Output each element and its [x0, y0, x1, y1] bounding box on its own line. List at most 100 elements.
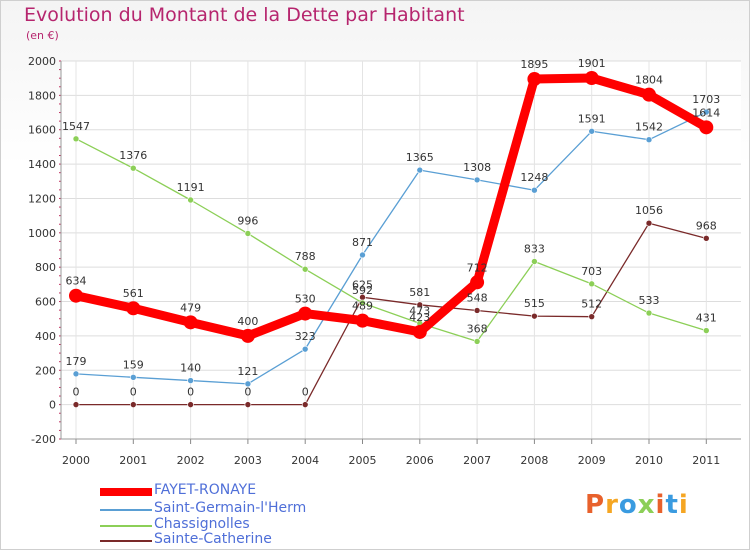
x-tick-label: 2008 [520, 454, 548, 467]
data-label: 423 [409, 311, 430, 324]
data-point [359, 251, 366, 259]
data-point [642, 87, 656, 102]
data-point [588, 313, 596, 320]
data-label: 561 [123, 287, 144, 300]
y-tick-label: -200 [31, 433, 56, 446]
data-point [298, 306, 313, 321]
series-line [75, 111, 707, 385]
data-label: 473 [409, 304, 430, 317]
data-label: 0 [244, 386, 251, 399]
data-point [72, 135, 80, 143]
x-tick-label: 2010 [635, 454, 663, 467]
data-label: 1376 [119, 149, 147, 162]
data-label: 1542 [635, 121, 663, 134]
data-point [355, 313, 370, 328]
data-point [699, 120, 714, 135]
data-label: 159 [123, 358, 144, 371]
legend-item: Saint-Germain-l'Herm [100, 500, 360, 518]
series-line [75, 222, 707, 406]
data-point [702, 235, 710, 242]
data-label: 431 [696, 312, 717, 325]
data-label: 625 [352, 278, 373, 291]
data-label: 548 [467, 291, 488, 304]
y-tick-label: 1200 [28, 192, 56, 205]
data-point [645, 219, 653, 227]
data-label: 0 [302, 386, 309, 399]
y-tick-label: 1000 [28, 227, 56, 240]
data-point [359, 299, 366, 307]
data-label: 489 [352, 300, 373, 313]
data-point [69, 288, 83, 303]
data-point [130, 374, 137, 381]
data-label: 400 [237, 315, 258, 328]
data-point [531, 258, 538, 265]
data-label: 1365 [406, 151, 434, 164]
legend-swatch [100, 525, 152, 527]
data-point [588, 280, 596, 288]
data-label: 533 [639, 294, 660, 307]
data-label: 634 [66, 275, 87, 288]
data-point [473, 307, 481, 314]
x-tick-label: 2000 [62, 454, 90, 467]
data-label: 0 [187, 386, 194, 399]
data-point [584, 71, 599, 86]
data-point [470, 275, 485, 290]
data-label: 512 [581, 298, 602, 311]
data-point [187, 401, 194, 408]
data-point [301, 265, 309, 273]
data-point [301, 345, 309, 353]
y-tick-label: 600 [35, 296, 56, 309]
y-tick-label: 800 [35, 261, 56, 274]
data-label: 515 [524, 297, 545, 310]
data-point [126, 301, 141, 316]
data-label: 788 [295, 250, 316, 263]
data-point [531, 312, 538, 320]
legend-label: Saint-Germain-l'Herm [154, 500, 307, 516]
y-tick-label: 2000 [28, 55, 56, 68]
legend-label: Sainte-Catherine [154, 531, 272, 547]
data-point [416, 166, 424, 174]
data-label: 996 [237, 215, 258, 228]
data-label: 1308 [463, 161, 491, 174]
data-point [187, 196, 194, 204]
data-label: 368 [467, 322, 488, 335]
series-line [75, 138, 707, 343]
data-point [531, 186, 538, 194]
data-label: 323 [295, 330, 316, 343]
x-tick-label: 2011 [692, 454, 720, 467]
plot-area [61, 61, 741, 439]
y-tick-label: 200 [35, 364, 56, 377]
legend-item: FAYET-RONAYE [100, 482, 360, 500]
data-label: 592 [352, 284, 373, 297]
data-label: 479 [180, 301, 201, 314]
legend-swatch [100, 509, 152, 511]
x-tick-label: 2009 [578, 454, 606, 467]
y-tick-label: 1400 [28, 158, 56, 171]
data-label: 1591 [578, 112, 606, 125]
x-tick-label: 2007 [463, 454, 491, 467]
data-point [244, 401, 252, 408]
legend-swatch [100, 488, 152, 496]
x-tick-label: 2002 [177, 454, 205, 467]
data-point [130, 164, 137, 172]
legend-item: Sainte-Catherine [100, 531, 360, 549]
y-tick-label: 1600 [28, 124, 56, 137]
legend-label: FAYET-RONAYE [154, 482, 257, 498]
data-point [412, 324, 427, 339]
data-label: 712 [467, 261, 488, 274]
data-label: 581 [409, 286, 430, 299]
data-label: 1248 [520, 171, 548, 184]
data-label: 871 [352, 236, 373, 249]
data-label: 968 [696, 219, 717, 232]
series-line [71, 73, 711, 341]
data-label: 1614 [692, 106, 720, 119]
legend-swatch [100, 540, 152, 542]
y-tick-label: 1800 [28, 89, 56, 102]
data-point [702, 327, 710, 334]
data-label: 179 [66, 355, 87, 368]
data-label: 1191 [177, 181, 205, 194]
proxiti-logo: Proxiti [585, 490, 689, 520]
data-point [473, 176, 481, 184]
y-tick-label: 400 [35, 330, 56, 343]
